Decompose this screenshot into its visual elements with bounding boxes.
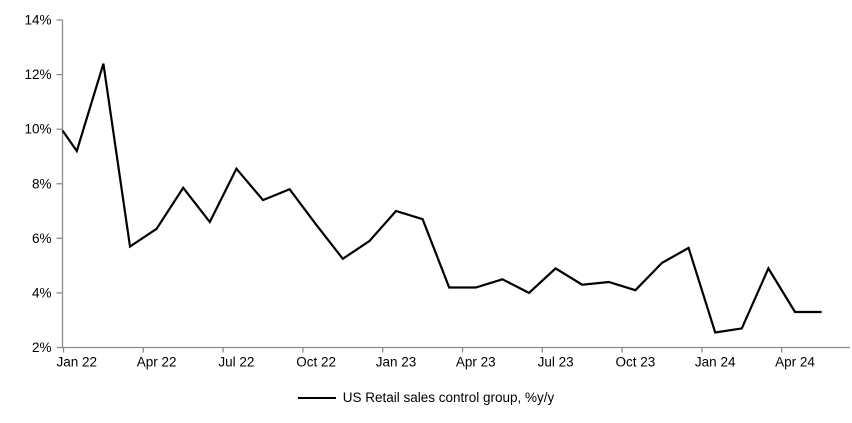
y-axis-tick-label: 2%	[32, 340, 52, 355]
y-axis-tick-label: 10%	[24, 122, 51, 137]
x-axis-tick-label: Apr 22	[137, 355, 177, 370]
x-axis-tick-label: Apr 23	[456, 355, 496, 370]
chart-legend: US Retail sales control group, %y/y	[0, 389, 852, 407]
legend-series-label: US Retail sales control group, %y/y	[342, 390, 555, 405]
x-axis-tick-label: Jan 23	[376, 355, 417, 370]
y-axis-tick-label: 14%	[24, 13, 51, 28]
x-axis-tick-label: Jul 22	[218, 355, 254, 370]
y-axis-tick-label: 12%	[24, 67, 51, 82]
y-axis-tick-label: 4%	[32, 285, 52, 300]
x-axis-tick-label: Oct 23	[616, 355, 656, 370]
x-axis-tick-label: Oct 22	[296, 355, 336, 370]
series-line	[61, 63, 822, 334]
x-axis-tick-label: Apr 24	[775, 355, 815, 370]
legend-line-swatch	[297, 397, 336, 399]
x-axis-tick-label: Jul 23	[538, 355, 574, 370]
x-axis-tick-label: Jan 22	[57, 355, 98, 370]
x-axis-tick-label: Jan 24	[695, 355, 736, 370]
y-axis-tick-label: 6%	[32, 231, 52, 246]
y-axis-tick-label: 8%	[32, 176, 52, 191]
